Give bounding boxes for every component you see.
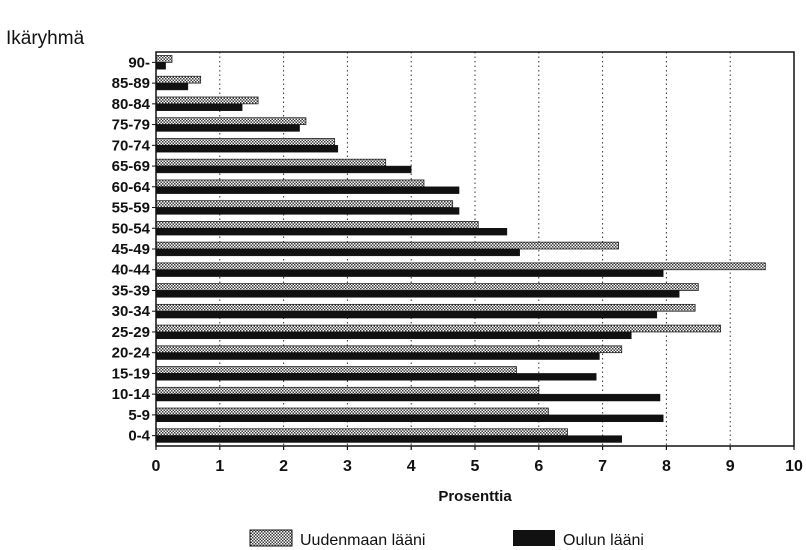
bar-oulun	[155, 310, 658, 319]
category-label: 65-69	[112, 158, 150, 175]
bar-oulun	[155, 145, 339, 153]
category-label: 70-74	[112, 137, 151, 154]
category-label: 15-19	[112, 365, 150, 382]
x-tick-label: 5	[471, 458, 480, 475]
bar-uudenmaan	[155, 200, 454, 208]
x-axis-title: Prosenttia	[438, 488, 512, 505]
bar-uudenmaan	[155, 117, 307, 125]
x-tick-label: 3	[343, 458, 352, 475]
category-label: 45-49	[112, 241, 150, 258]
bar-uudenmaan	[155, 303, 696, 312]
bar-uudenmaan	[155, 158, 387, 167]
bar-uudenmaan	[155, 283, 699, 291]
category-label: 40-44	[112, 262, 151, 279]
bar-uudenmaan	[155, 221, 479, 229]
bar-oulun	[155, 165, 412, 174]
x-tick-label: 9	[726, 458, 735, 475]
bars-group	[155, 55, 766, 443]
x-tick-label: 8	[662, 458, 671, 475]
bar-uudenmaan	[155, 138, 336, 146]
category-label: 90-	[128, 54, 150, 71]
x-tick-label: 2	[279, 458, 288, 475]
bar-oulun	[155, 103, 243, 111]
bar-uudenmaan	[155, 428, 568, 437]
bar-oulun	[155, 290, 680, 298]
bar-uudenmaan	[155, 324, 722, 333]
bar-oulun	[155, 186, 460, 194]
category-label: 20-24	[112, 345, 151, 362]
bar-oulun	[155, 435, 622, 443]
legend-label-oulun: Oulun lääni	[563, 532, 644, 549]
bar-oulun	[155, 207, 460, 215]
category-label: 5-9	[128, 407, 150, 424]
legend-label-uudenmaan: Uudenmaan lääni	[300, 532, 425, 549]
bar-oulun	[155, 124, 300, 132]
bar-oulun	[155, 352, 600, 360]
x-tick-label: 10	[785, 458, 803, 475]
bar-oulun	[155, 414, 664, 422]
category-label: 60-64	[112, 179, 151, 196]
category-label: 25-29	[112, 324, 150, 341]
category-label: 30-34	[112, 303, 151, 320]
y-axis-title: Ikäryhmä	[6, 28, 85, 49]
category-labels: 90- 85-89 80-84 75-79 70-74 65-69 60-64 55-59 50…	[112, 54, 156, 445]
bar-uudenmaan	[155, 179, 425, 188]
category-label: 85-89	[112, 75, 150, 92]
bar-uudenmaan	[155, 386, 540, 395]
bar-uudenmaan	[155, 262, 766, 271]
bar-oulun	[155, 331, 632, 340]
x-tick-labels: 0 1 2 3 4 5 6 7 8 9 10	[152, 446, 803, 475]
bar-oulun	[155, 62, 166, 70]
x-tick-label: 6	[534, 458, 543, 475]
bar-oulun	[155, 269, 664, 277]
x-tick-label: 1	[215, 458, 224, 475]
bar-oulun	[155, 393, 661, 402]
category-label: 10-14	[112, 386, 151, 403]
bar-oulun	[155, 373, 597, 381]
category-label: 35-39	[112, 282, 150, 299]
x-tick-label: 4	[407, 458, 416, 475]
category-label: 55-59	[112, 200, 150, 217]
category-label: 80-84	[112, 96, 151, 113]
category-label: 0-4	[128, 428, 150, 445]
bar-uudenmaan	[155, 366, 517, 374]
bar-oulun	[155, 228, 508, 236]
bar-oulun	[155, 248, 520, 257]
bar-uudenmaan	[155, 55, 173, 63]
x-tick-label: 7	[598, 458, 607, 475]
legend-swatch-oulun	[513, 530, 555, 546]
bar-uudenmaan	[155, 407, 549, 416]
bar-uudenmaan	[155, 96, 259, 105]
legend-swatch-uudenmaan	[249, 529, 293, 547]
bar-uudenmaan	[155, 75, 202, 84]
bar-uudenmaan	[155, 345, 623, 354]
x-tick-label: 0	[152, 458, 161, 475]
category-label: 75-79	[112, 117, 150, 134]
bar-oulun	[155, 82, 189, 91]
category-label: 50-54	[112, 220, 151, 237]
bar-uudenmaan	[155, 241, 619, 250]
legend: Uudenmaan lääni Oulun lääni	[249, 529, 644, 549]
